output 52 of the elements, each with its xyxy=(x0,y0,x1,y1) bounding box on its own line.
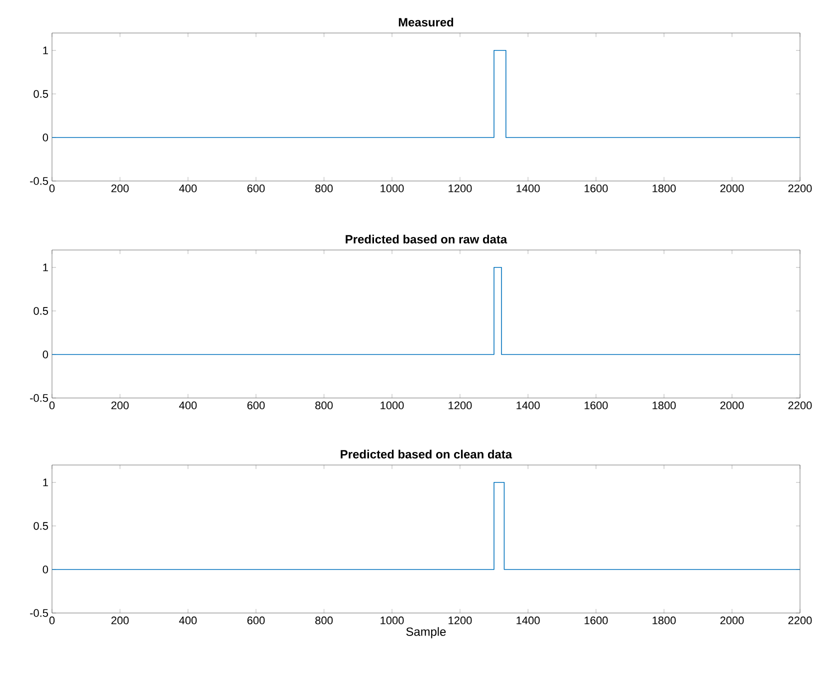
x-tick-label: 0 xyxy=(49,616,55,624)
y-tick-label: 0.5 xyxy=(34,90,48,98)
x-tick-label: 1400 xyxy=(516,616,540,624)
x-tick-label: 1800 xyxy=(652,184,676,192)
x-tick-label: 0 xyxy=(49,184,55,192)
x-tick-label: 1200 xyxy=(448,184,472,192)
y-tick-label: 1 xyxy=(43,46,48,54)
y-tick-label: 0 xyxy=(42,134,48,142)
x-tick-label: 1800 xyxy=(652,402,676,410)
y-tick-label: 0 xyxy=(42,350,48,358)
x-tick-label: 1600 xyxy=(584,184,608,192)
x-tick-label: 1400 xyxy=(516,184,540,192)
x-tick-label: 200 xyxy=(111,184,129,192)
x-tick-label: 1800 xyxy=(652,616,676,624)
x-tick-label: 200 xyxy=(111,402,129,410)
x-tick-label: 800 xyxy=(315,402,333,410)
y-tick-label: 1 xyxy=(43,478,48,486)
x-tick-label: 400 xyxy=(179,184,197,192)
x-tick-label: 1600 xyxy=(584,402,608,410)
x-tick-label: 400 xyxy=(179,616,197,624)
x-tick-label: 2000 xyxy=(720,402,744,410)
x-tick-label: 200 xyxy=(111,616,129,624)
y-tick-label: -0.5 xyxy=(30,394,48,402)
chart-title: Predicted based on raw data xyxy=(346,234,508,244)
x-tick-label: 1000 xyxy=(380,184,404,192)
x-tick-label: 2200 xyxy=(788,184,812,192)
x-tick-label: 1000 xyxy=(380,402,404,410)
x-tick-label: 1400 xyxy=(516,402,540,410)
y-tick-label: 0.5 xyxy=(34,307,48,315)
chart-title: Measured xyxy=(398,18,454,26)
x-tick-label: 0 xyxy=(49,402,55,410)
y-tick-label: 1 xyxy=(43,264,48,272)
x-tick-label: 600 xyxy=(247,184,265,192)
chart-title: Predicted based on clean data xyxy=(340,450,512,458)
x-tick-label: 2200 xyxy=(788,402,812,410)
y-tick-label: 0 xyxy=(42,566,48,574)
x-tick-label: 1200 xyxy=(448,616,472,624)
x-tick-label: 1600 xyxy=(584,616,608,624)
x-tick-label: 2000 xyxy=(720,616,744,624)
x-tick-label: 2000 xyxy=(720,184,744,192)
x-tick-label: 600 xyxy=(247,616,265,624)
y-tick-label: -0.5 xyxy=(30,609,48,617)
x-tick-label: 1200 xyxy=(448,402,472,410)
y-tick-label: -0.5 xyxy=(30,177,48,185)
x-tick-label: 600 xyxy=(247,402,265,410)
x-tick-label: 400 xyxy=(179,402,197,410)
x-tick-label: 1000 xyxy=(380,616,404,624)
y-tick-label: 0.5 xyxy=(34,522,48,530)
x-tick-label: 800 xyxy=(315,184,333,192)
x-axis-title: Sample xyxy=(406,627,446,638)
x-tick-label: 2200 xyxy=(788,616,812,624)
x-tick-label: 800 xyxy=(315,616,333,624)
